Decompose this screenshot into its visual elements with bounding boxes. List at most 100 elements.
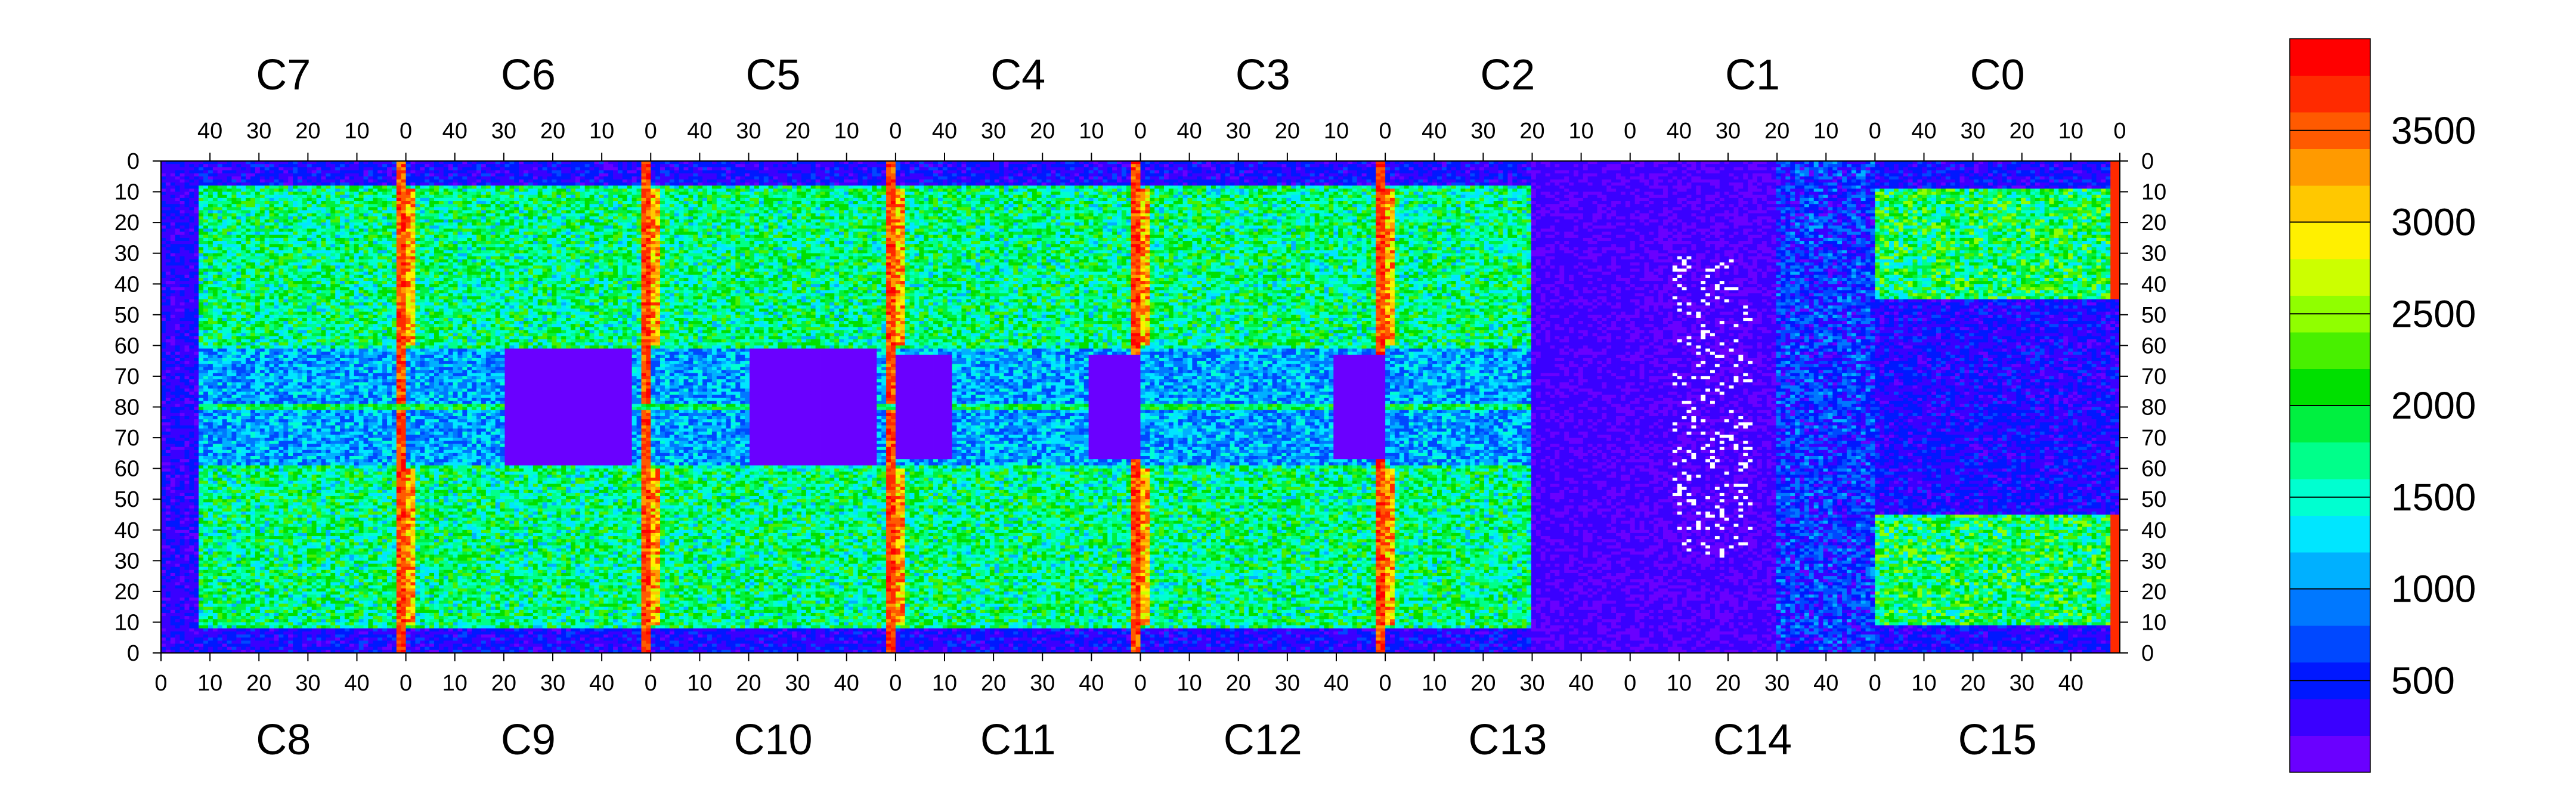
left-y-tick-label: 70 — [114, 426, 140, 451]
colorbar-segment — [2290, 222, 2370, 259]
left-y-tick-label: 30 — [114, 242, 140, 267]
colorbar-segment — [2290, 185, 2370, 222]
right-y-tick-label: 0 — [2141, 641, 2154, 666]
right-y-tick-label: 20 — [2141, 580, 2166, 605]
bottom-x-tick-label: 0 — [400, 671, 412, 696]
colorbar-segment — [2290, 259, 2370, 296]
top-chip-label: C5 — [746, 51, 801, 99]
bottom-chip-label: C15 — [1958, 716, 2037, 764]
bottom-x-tick-label: 10 — [932, 671, 957, 696]
top-x-tick-label: 30 — [246, 119, 271, 144]
top-x-tick-label: 20 — [1519, 119, 1544, 144]
bottom-x-tick-label: 20 — [491, 671, 516, 696]
colorbar-segment — [2290, 149, 2370, 186]
top-x-tick-label: 10 — [1079, 119, 1104, 144]
bottom-x-tick-label: 10 — [687, 671, 712, 696]
top-x-tick-label: 40 — [197, 119, 222, 144]
colorbar-segment — [2290, 369, 2370, 406]
top-x-tick-label: 10 — [589, 119, 614, 144]
top-x-tick-label: 20 — [1764, 119, 1789, 144]
bottom-x-tick-label: 40 — [2058, 671, 2083, 696]
bottom-x-tick-label: 40 — [1813, 671, 1838, 696]
top-x-tick-label: 40 — [687, 119, 712, 144]
top-x-tick-label: 40 — [442, 119, 467, 144]
left-y-tick-label: 40 — [114, 272, 140, 297]
colorbar-segment — [2290, 736, 2370, 773]
colorbar-segment — [2290, 589, 2370, 626]
top-x-tick-label: 0 — [400, 119, 412, 144]
bottom-x-tick-label: 10 — [1176, 671, 1202, 696]
colorbar-segment — [2290, 76, 2370, 113]
top-x-tick-label: 30 — [491, 119, 516, 144]
top-x-tick-label: 40 — [1176, 119, 1202, 144]
top-x-tick-label: 40 — [932, 119, 957, 144]
left-y-tick-label: 10 — [114, 610, 140, 635]
right-y-tick-label: 10 — [2141, 610, 2166, 635]
bottom-chip-label: C12 — [1224, 716, 1302, 764]
top-x-tick-label: 20 — [295, 119, 320, 144]
left-y-tick-label: 20 — [114, 580, 140, 605]
top-x-tick-label: 30 — [1960, 119, 1985, 144]
bottom-x-tick-label: 20 — [981, 671, 1006, 696]
top-x-tick-label: 0 — [1379, 119, 1392, 144]
colorbar-label: 2000 — [2391, 384, 2476, 427]
bottom-x-tick-label: 40 — [834, 671, 859, 696]
bottom-x-tick-label: 0 — [1134, 671, 1147, 696]
bottom-x-tick-label: 30 — [295, 671, 320, 696]
bottom-x-tick-label: 0 — [1869, 671, 1881, 696]
bottom-chip-label: C9 — [501, 716, 556, 764]
top-x-tick-label: 20 — [2010, 119, 2035, 144]
bottom-x-tick-label: 0 — [1624, 671, 1636, 696]
bottom-x-tick-label: 10 — [1422, 671, 1447, 696]
right-y-tick-label: 40 — [2141, 518, 2166, 543]
colorbar-label: 1000 — [2391, 568, 2476, 611]
bottom-x-tick-label: 10 — [442, 671, 467, 696]
colorbar-label: 2500 — [2391, 292, 2476, 335]
right-y-tick-label: 60 — [2141, 457, 2166, 482]
bottom-x-tick-label: 30 — [1764, 671, 1789, 696]
top-x-tick-label: 10 — [2058, 119, 2083, 144]
top-x-tick-label: 0 — [1134, 119, 1147, 144]
top-chip-label: C7 — [256, 51, 311, 99]
left-y-tick-label: 20 — [114, 210, 140, 236]
colorbar-segment — [2290, 626, 2370, 662]
bottom-x-tick-label: 10 — [1667, 671, 1692, 696]
bottom-x-tick-label: 30 — [2010, 671, 2035, 696]
bottom-x-tick-label: 0 — [1379, 671, 1392, 696]
left-y-tick-label: 10 — [114, 180, 140, 205]
colorbar-label: 3500 — [2391, 109, 2476, 152]
top-x-tick-label: 20 — [785, 119, 810, 144]
bottom-x-tick-label: 30 — [540, 671, 565, 696]
top-x-tick-label: 0 — [1869, 119, 1881, 144]
bottom-x-tick-label: 30 — [1519, 671, 1544, 696]
bottom-x-tick-label: 40 — [1324, 671, 1349, 696]
top-x-tick-label: 0 — [645, 119, 657, 144]
top-x-tick-label: 30 — [736, 119, 761, 144]
top-chip-label: C4 — [990, 51, 1045, 99]
bottom-chip-label: C8 — [256, 716, 311, 764]
top-x-tick-label: 0 — [2113, 119, 2126, 144]
bottom-x-tick-label: 20 — [1716, 671, 1741, 696]
top-chip-label: C0 — [1970, 51, 2025, 99]
colorbar-label: 3000 — [2391, 201, 2476, 244]
bottom-chip-label: C10 — [734, 716, 813, 764]
bottom-chip-label: C14 — [1713, 716, 1792, 764]
top-x-tick-label: 30 — [1226, 119, 1251, 144]
right-y-tick-label: 30 — [2141, 549, 2166, 574]
left-y-tick-label: 50 — [114, 303, 140, 328]
top-chip-label: C1 — [1725, 51, 1780, 99]
bottom-x-tick-label: 20 — [246, 671, 271, 696]
bottom-x-tick-label: 10 — [1911, 671, 1936, 696]
top-x-tick-label: 10 — [344, 119, 369, 144]
bottom-x-tick-label: 0 — [645, 671, 657, 696]
top-chip-label: C6 — [501, 51, 556, 99]
bottom-x-tick-label: 0 — [889, 671, 902, 696]
bottom-x-tick-label: 40 — [1079, 671, 1104, 696]
right-y-tick-label: 30 — [2141, 242, 2166, 267]
top-chip-label: C3 — [1236, 51, 1290, 99]
right-y-tick-label: 70 — [2141, 426, 2166, 451]
left-y-tick-label: 0 — [127, 149, 140, 174]
top-x-tick-label: 20 — [540, 119, 565, 144]
